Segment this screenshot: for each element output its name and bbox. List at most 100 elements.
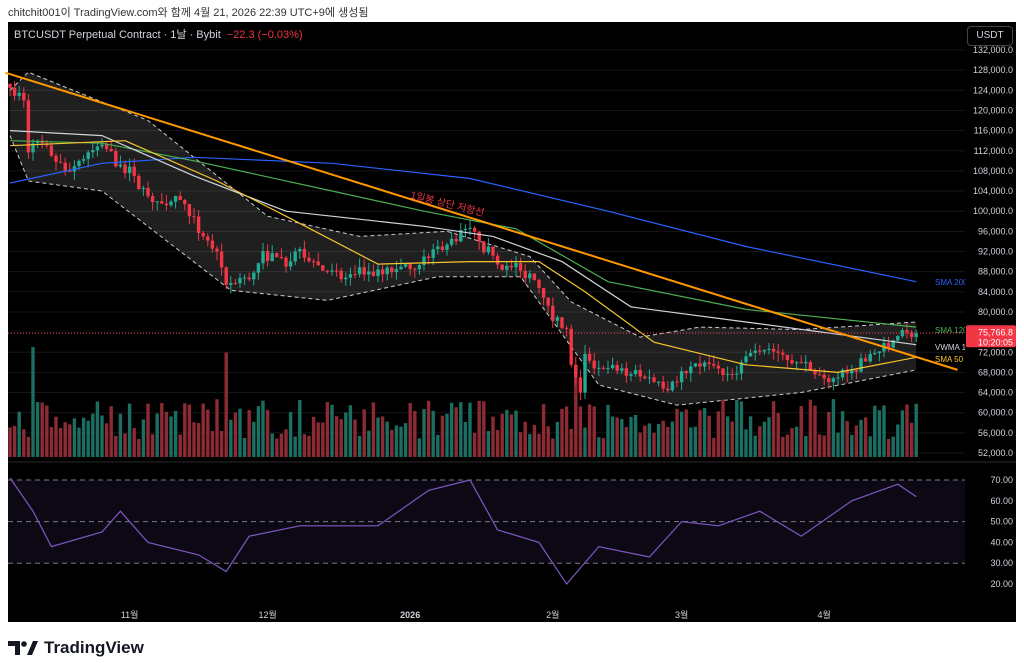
volume-bar (560, 408, 564, 457)
volume-bar (385, 421, 389, 457)
candle (408, 263, 412, 270)
ma-line-sma-200 (9, 156, 917, 283)
price-tick: 64,000.0 (978, 388, 1013, 398)
price-tick: 92,000.0 (978, 247, 1013, 257)
candle (528, 273, 532, 279)
ma-label: VWMA 1 (935, 343, 967, 352)
candle (449, 238, 454, 245)
candle (615, 365, 619, 371)
candle (647, 377, 652, 379)
volume-bar (886, 438, 891, 457)
volume-bar (58, 428, 63, 457)
candle (758, 350, 762, 352)
candle (376, 269, 380, 276)
volume-bar (293, 436, 297, 457)
volume-bar (822, 435, 826, 457)
candle (679, 371, 684, 383)
volume-bar (390, 429, 394, 457)
candle (279, 256, 284, 258)
candle (192, 216, 196, 218)
volume-bar (459, 402, 463, 457)
volume-bar (541, 404, 546, 457)
candle (187, 204, 192, 217)
last-price-value: 75,766.8 (978, 327, 1013, 337)
volume-bar (279, 433, 284, 457)
volume-bar (739, 401, 744, 457)
volume-bar (514, 410, 518, 457)
candle (316, 261, 320, 266)
ma-label: SMA 50 (935, 355, 964, 364)
logo-text: TradingView (44, 638, 144, 657)
candle (574, 364, 578, 378)
candle (868, 353, 872, 362)
volume-bar (265, 410, 270, 457)
volume-bar (863, 417, 868, 457)
candle (403, 263, 408, 267)
candle (891, 340, 895, 348)
candle (123, 164, 127, 174)
candle (422, 256, 426, 265)
volume-bar (721, 399, 725, 457)
currency-button[interactable]: USDT (967, 26, 1013, 46)
candle (762, 349, 767, 352)
band-fill (10, 72, 917, 406)
candle (730, 374, 734, 376)
candle (854, 369, 859, 372)
volume-bar (54, 416, 58, 457)
volume-bar (776, 413, 780, 457)
volume-bar (150, 434, 155, 457)
time-label: 4월 (818, 609, 831, 620)
volume-bar (183, 403, 187, 457)
time-label: 2월 (546, 609, 559, 620)
volume-bar (532, 424, 537, 457)
volume-bar (877, 410, 882, 457)
time-label: 11월 (121, 609, 139, 620)
volume-bar (767, 417, 771, 457)
volume-bar (794, 426, 799, 457)
volume-bar (118, 413, 123, 457)
time-label: 2026 (400, 610, 420, 620)
volume-bar (679, 411, 684, 457)
candle (689, 366, 693, 374)
volume-bar (307, 435, 311, 457)
candle (578, 377, 583, 393)
candle (109, 149, 113, 152)
candle (114, 151, 118, 167)
candle (436, 246, 440, 250)
candle (137, 175, 141, 190)
volume-bar (160, 402, 164, 457)
volume-bar (348, 405, 353, 457)
candle (744, 356, 748, 363)
volume-bar (790, 428, 794, 457)
volume-bar (813, 405, 817, 457)
candle (914, 333, 918, 338)
price-tick: 124,000.0 (973, 85, 1013, 95)
candle (532, 273, 537, 281)
volume-bar (325, 402, 330, 457)
volume-bar (344, 412, 348, 457)
candle (817, 374, 822, 376)
volume-bar (808, 399, 813, 457)
candle (863, 358, 868, 362)
volume-bar (215, 399, 219, 457)
candle (307, 257, 311, 262)
candle (150, 196, 155, 203)
candle (597, 367, 601, 369)
candle (661, 381, 665, 389)
volume-bar (187, 404, 192, 457)
volume-bar (463, 422, 468, 457)
time-label: 12월 (258, 609, 276, 620)
volume-bar (445, 413, 449, 457)
candle (776, 351, 780, 353)
candle (850, 369, 854, 374)
candle (666, 388, 670, 391)
candle (229, 282, 233, 285)
candle (583, 353, 587, 393)
volume-bar (675, 408, 679, 457)
candle (348, 274, 353, 278)
volume-bar (376, 417, 380, 457)
candle (275, 253, 279, 257)
candle (54, 155, 58, 162)
candle (270, 253, 274, 262)
